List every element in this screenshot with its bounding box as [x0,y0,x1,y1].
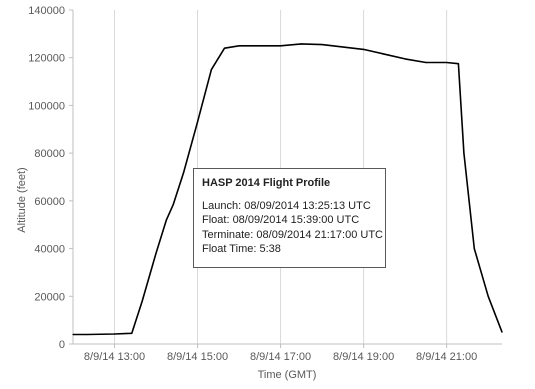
x-axis-title: Time (GMT) [258,369,317,381]
altitude-point-23 [487,295,489,297]
x-tick-label-4: 8/9/14 21:00 [416,351,477,363]
flight-info-box: HASP 2014 Flight Profile Launch: 08/09/2… [193,168,386,268]
altitude-point-0 [72,333,74,336]
altitude-point-7 [172,203,174,205]
x-tick-label-0: 8/9/14 13:00 [84,351,145,363]
x-tick-label-2: 8/9/14 17:00 [250,351,311,363]
y-tick-label-6: 120000 [28,53,65,65]
x-tick-label-1: 8/9/14 15:00 [167,351,228,363]
launch-time: Launch: 08/09/2014 13:25:13 UTC [202,199,371,212]
altitude-point-17 [404,58,406,60]
y-tick-label-7: 140000 [28,5,65,17]
altitude-point-12 [238,45,240,47]
y-tick-label-4: 80000 [34,148,65,160]
altitude-point-21 [463,152,465,154]
altitude-point-18 [425,61,427,64]
altitude-point-24 [501,331,503,333]
altitude-point-9 [196,121,199,123]
y-tick-label-3: 60000 [34,196,65,208]
altitude-point-5 [155,252,157,254]
altitude-point-11 [223,47,226,49]
altitude-point-3 [131,332,133,334]
y-tick-label-2: 40000 [34,244,65,256]
y-tick-label-0: 0 [59,339,65,351]
series-layer [72,43,503,336]
altitude-point-10 [210,69,212,71]
x-tick-label-3: 8/9/14 19:00 [333,351,394,363]
altitude-point-20 [457,63,459,65]
y-axis-title: Altitude (feet) [16,167,28,232]
altitude-point-2 [113,333,116,335]
altitude-point-6 [165,219,167,221]
float-time-start: Float: 08/09/2014 15:39:00 UTC [202,214,360,226]
info-box-title: HASP 2014 Flight Profile [202,177,331,189]
y-axis-ticks: 0 20000 40000 60000 80000 100000 120000 140000 [28,5,73,351]
x-axis-ticks: 8/9/14 13:00 8/9/14 15:00 8/9/14 17:00 8/9/… [84,344,477,363]
altitude-point-8 [183,171,185,173]
y-tick-label-1: 20000 [34,291,65,303]
y-tick-label-5: 100000 [28,100,65,112]
altitude-point-22 [473,248,475,250]
terminate-time: Terminate: 08/09/2014 21:17:00 UTC [202,228,384,241]
axes [72,10,502,345]
altitude-point-1 [86,333,88,336]
float-duration: Float Time: 5:38 [202,243,281,255]
altitude-point-13 [280,45,282,47]
altitude-point-4 [141,300,143,302]
altitude-point-15 [321,44,323,46]
altitude-point-14 [300,43,302,45]
altitude-point-16 [363,48,365,51]
altitude-point-19 [446,61,448,64]
